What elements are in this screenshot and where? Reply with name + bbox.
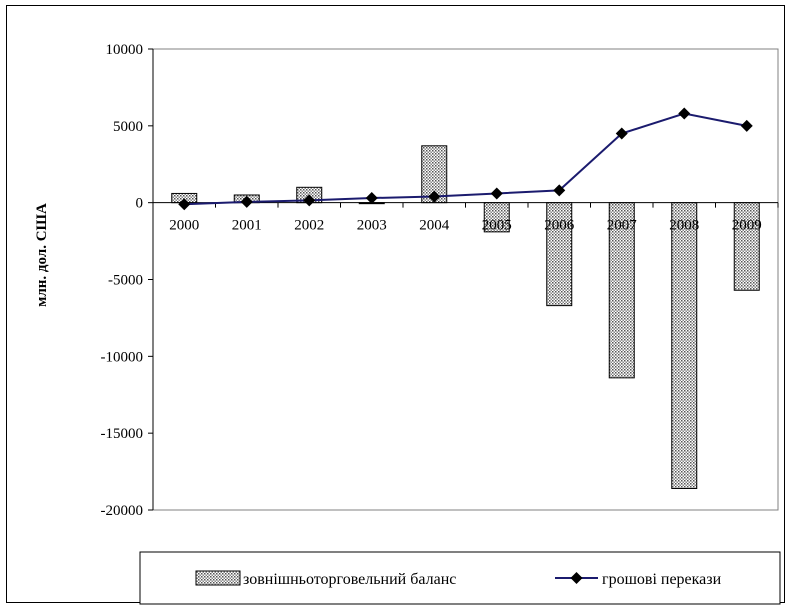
x-tick-label: 2005 (482, 218, 512, 234)
bar (671, 202, 698, 489)
line-marker (678, 107, 691, 120)
x-tick-label: 2007 (607, 218, 638, 234)
x-tick-label: 2008 (669, 218, 699, 234)
line-marker (365, 192, 378, 205)
y-tick-label: 5000 (113, 119, 143, 135)
legend-bar-label: зовнішньоторговельний баланс (243, 571, 456, 588)
line-marker (240, 195, 253, 208)
chart-frame (6, 5, 785, 603)
x-tick-label: 2009 (732, 218, 762, 234)
x-tick-label: 2002 (294, 218, 324, 234)
legend-line-marker (570, 572, 583, 584)
bar (546, 202, 573, 307)
x-tick-label: 2004 (419, 218, 450, 234)
legend-box (139, 551, 781, 605)
bar (483, 202, 510, 233)
y-tick-label: 0 (136, 196, 144, 212)
y-axis-label: млн. дол. США (34, 203, 50, 307)
y-tick-label: -20000 (101, 503, 144, 519)
line-marker (740, 119, 753, 132)
legend-line-label: грошові перекази (602, 571, 722, 588)
bar (608, 202, 635, 379)
legend: зовнішньоторговельний баланс грошові пер… (139, 551, 781, 605)
line-marker (490, 187, 503, 200)
y-tick-label: -5000 (108, 273, 143, 289)
x-tick-label: 2001 (232, 218, 262, 234)
bar (733, 202, 760, 291)
x-tick-label: 2006 (544, 218, 575, 234)
line-marker (553, 184, 566, 197)
x-tick-label: 2003 (357, 218, 387, 234)
y-tick-label: -15000 (101, 426, 144, 442)
x-tick-label: 2000 (169, 218, 199, 234)
remittance-line (184, 112, 747, 206)
legend-bar-swatch (195, 570, 241, 586)
line-marker (303, 194, 316, 207)
line-marker (615, 127, 628, 140)
line-marker (178, 198, 191, 211)
y-tick-label: 10000 (106, 42, 144, 58)
line-marker (428, 190, 441, 203)
y-tick-label: -10000 (101, 349, 144, 365)
